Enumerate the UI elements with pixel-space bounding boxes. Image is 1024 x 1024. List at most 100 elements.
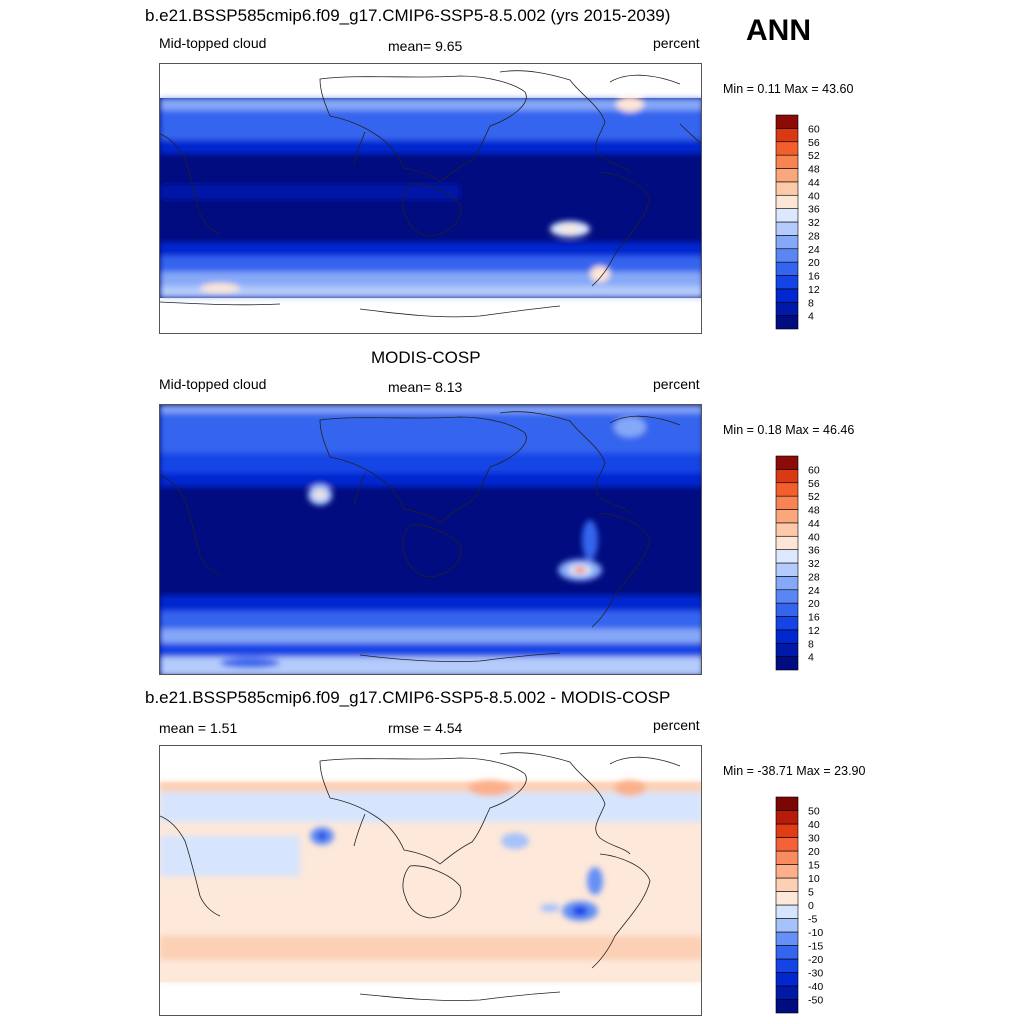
colorbar-tick-label: 36 [808, 204, 820, 216]
colorbar-tick-label: 16 [808, 271, 820, 283]
colorbar-swatch [775, 958, 799, 973]
colorbar-tick-label: 12 [808, 625, 820, 637]
colorbar-swatch [775, 315, 799, 330]
colorbar-tick-label: 52 [808, 150, 820, 162]
colorbar-swatch [775, 562, 799, 577]
colorbar-swatch [775, 810, 799, 825]
colorbar-swatch [775, 602, 799, 617]
panel-3-minmax: Min = -38.71 Max = 23.90 [723, 764, 866, 778]
panel-1-variable-label: Mid-topped cloud [159, 35, 267, 51]
colorbar-tick-label: 8 [808, 297, 814, 309]
colorbar-swatch [775, 931, 799, 946]
colorbar-tick-label: 52 [808, 491, 820, 503]
colorbar-tick-label: -30 [808, 968, 823, 980]
colorbar-tick-label: 56 [808, 137, 820, 149]
colorbar-swatch [775, 221, 799, 236]
colorbar-swatch [775, 549, 799, 564]
colorbar-swatch [775, 796, 799, 811]
colorbar-swatch [775, 261, 799, 276]
colorbar-swatch [775, 535, 799, 550]
colorbar-swatch [775, 154, 799, 169]
colorbar-swatch [775, 629, 799, 644]
colorbar-tick-label: -10 [808, 927, 823, 939]
colorbar-tick-label: -15 [808, 941, 823, 953]
colorbar-tick-label: 20 [808, 846, 820, 858]
colorbar-tick-label: 60 [808, 464, 820, 476]
panel-1-mean-label: mean= 9.65 [388, 38, 463, 54]
colorbar-tick-label: 32 [808, 558, 820, 570]
colorbar-swatch [775, 301, 799, 316]
season-annotation: ANN [746, 14, 811, 47]
panel-2-coastlines [160, 411, 681, 663]
colorbar-swatch [775, 235, 799, 250]
colorbar-tick-label: 5 [808, 887, 814, 899]
panel-3-map-svg [160, 746, 701, 1015]
panel-3-title: b.e21.BSSP585cmip6.f09_g17.CMIP6-SSP5-8.… [145, 688, 671, 707]
colorbar-tick-label: -50 [808, 995, 823, 1007]
panel-3-colorbar: -50 -40 -30 -20 -15 -10 -5 0 5 10 15 20 30 40 50 [775, 796, 823, 1014]
colorbar-swatch [775, 985, 799, 1000]
colorbar-tick-label: 30 [808, 833, 820, 845]
colorbar-tick-label: 48 [808, 505, 820, 517]
colorbar-swatch [775, 181, 799, 196]
colorbar-swatch [775, 168, 799, 183]
colorbar-swatch [775, 482, 799, 497]
colorbar-swatch [775, 918, 799, 933]
colorbar-tick-label: 20 [808, 257, 820, 269]
panel-2-colorbar: 4 8 12 16 20 24 28 32 36 40 44 48 52 56 60 [775, 455, 820, 671]
panel-1-units-label: percent [653, 35, 700, 51]
colorbar-tick-label: 24 [808, 585, 820, 597]
panel-1-coastlines [160, 70, 701, 318]
colorbar-swatch [775, 455, 799, 470]
colorbar-swatch [775, 945, 799, 960]
colorbar-tick-label: 4 [808, 652, 814, 664]
panel-3-mean-label: mean = 1.51 [159, 720, 238, 736]
panel-3-map [159, 745, 702, 1016]
colorbar-tick-label: 50 [808, 806, 820, 818]
colorbar-tick-label: 40 [808, 531, 820, 543]
colorbar-swatch [775, 972, 799, 987]
colorbar-tick-label: 15 [808, 860, 820, 872]
colorbar-swatch [775, 288, 799, 303]
colorbar-tick-label: 44 [808, 518, 820, 530]
colorbar-tick-label: 60 [808, 123, 820, 135]
panel-2-units-label: percent [653, 376, 700, 392]
colorbar-tick-label: 10 [808, 873, 820, 885]
colorbar-swatch [775, 616, 799, 631]
panel-2-minmax: Min = 0.18 Max = 46.46 [723, 423, 855, 437]
panel-2-mean-label: mean= 8.13 [388, 379, 463, 395]
panel-1-map-svg [160, 64, 701, 333]
panel-1-colorbar: 4 8 12 16 20 24 28 32 36 40 44 48 52 56 60 [775, 114, 820, 330]
colorbar-swatch [775, 999, 799, 1014]
colorbar-swatch [775, 275, 799, 290]
colorbar-tick-label: 28 [808, 571, 820, 583]
colorbar-swatch [775, 128, 799, 143]
colorbar-tick-label: 20 [808, 598, 820, 610]
colorbar-swatch [775, 141, 799, 156]
colorbar-tick-label: 48 [808, 164, 820, 176]
colorbar-tick-label: 36 [808, 545, 820, 557]
colorbar-tick-label: -40 [808, 981, 823, 993]
colorbar-tick-label: 40 [808, 190, 820, 202]
colorbar-tick-label: 0 [808, 900, 814, 912]
panel-2-variable-label: Mid-topped cloud [159, 376, 267, 392]
panel-3-rmse-label: rmse = 4.54 [388, 720, 463, 736]
colorbar-tick-label: 32 [808, 217, 820, 229]
colorbar-swatch [775, 495, 799, 510]
colorbar-swatch [775, 522, 799, 537]
colorbar-swatch [775, 114, 799, 129]
colorbar-tick-label: 28 [808, 230, 820, 242]
colorbar-swatch [775, 469, 799, 484]
colorbar-swatch [775, 248, 799, 263]
colorbar-swatch [775, 837, 799, 852]
colorbar-tick-label: 56 [808, 478, 820, 490]
colorbar-swatch [775, 891, 799, 906]
colorbar-tick-label: 16 [808, 612, 820, 624]
panel-3-coastlines [160, 752, 681, 1001]
colorbar-swatch [775, 576, 799, 591]
colorbar-tick-label: 12 [808, 284, 820, 296]
colorbar-swatch [775, 642, 799, 657]
panel-1-map [159, 63, 702, 334]
